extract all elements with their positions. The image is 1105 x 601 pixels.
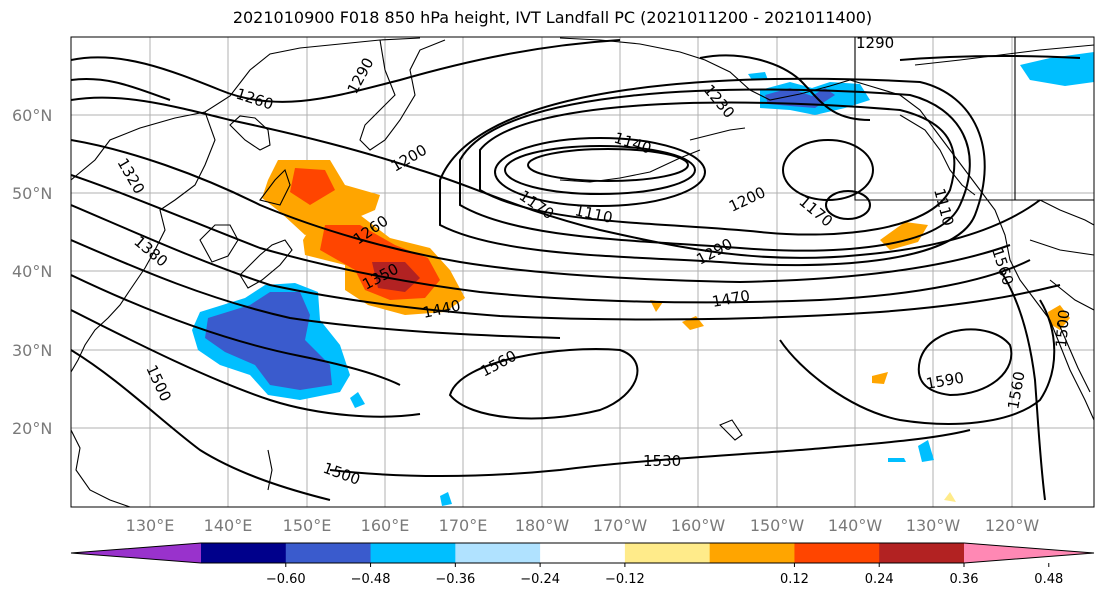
lon-label: 180°W <box>515 516 570 535</box>
contour-label: 1500 <box>1052 309 1073 349</box>
colorbar-tick-label: 0.24 <box>865 572 894 587</box>
contour-label: 1290 <box>856 34 894 52</box>
lon-label: 130°E <box>126 516 175 535</box>
colorbar-tick-label: −0.12 <box>605 572 645 587</box>
lon-label: 140°E <box>204 516 253 535</box>
map-title: 2021010900 F018 850 hPa height, IVT Land… <box>232 8 873 27</box>
lat-label: 30°N <box>12 341 52 360</box>
colorbar-tick-label: 0.12 <box>780 572 809 587</box>
colorbar-outline <box>70 542 1095 564</box>
colorbar-swatch <box>285 543 372 563</box>
colorbar-tick-label: 0.36 <box>950 572 979 587</box>
colorbar-tick-label: −0.36 <box>435 572 475 587</box>
colorbar-tick-label: −0.48 <box>351 572 391 587</box>
lon-label: 170°W <box>593 516 648 535</box>
colorbar-swatch <box>370 543 456 563</box>
height-contours <box>71 39 1081 501</box>
lat-label: 50°N <box>12 184 52 203</box>
map-frame <box>70 36 1095 508</box>
colorbar-tick-label: −0.24 <box>520 572 560 587</box>
colorbar-swatch <box>709 543 795 563</box>
lon-label: 120°W <box>985 516 1040 535</box>
colorbar-swatch <box>794 543 880 563</box>
lon-label: 150°W <box>750 516 805 535</box>
colorbar-swatch <box>540 543 626 563</box>
colorbar-extend-min <box>71 543 201 563</box>
colorbar: −0.60 −0.48 −0.36 −0.24 −0.12 0.12 0.24 0.36 0.4… <box>70 542 1095 587</box>
lon-label: 150°E <box>283 516 332 535</box>
contour-label: 1530 <box>643 452 681 470</box>
colorbar-swatch <box>624 543 711 563</box>
colorbar-swatch <box>455 543 541 563</box>
colorbar-tick-label: −0.60 <box>266 572 306 587</box>
lat-label: 60°N <box>12 106 52 125</box>
colorbar-tick-label: 0.48 <box>1034 572 1063 587</box>
lon-label: 160°W <box>671 516 726 535</box>
colorbar-extend-max <box>964 543 1094 563</box>
lat-label: 20°N <box>12 419 52 438</box>
colorbar-swatch <box>879 543 965 563</box>
lon-label: 130°W <box>906 516 961 535</box>
ivt-negative-shading <box>192 52 1094 506</box>
lon-label: 140°W <box>828 516 883 535</box>
coastlines <box>71 37 1094 507</box>
latitude-labels: 60°N 50°N 40°N 30°N 20°N <box>12 106 52 438</box>
lat-label: 40°N <box>12 262 52 281</box>
colorbar-swatch <box>201 543 287 563</box>
lon-label: 170°E <box>439 516 488 535</box>
lon-label: 160°E <box>361 516 410 535</box>
longitude-labels: 130°E 140°E 150°E 160°E 170°E 180°W 170°… <box>126 516 1040 535</box>
